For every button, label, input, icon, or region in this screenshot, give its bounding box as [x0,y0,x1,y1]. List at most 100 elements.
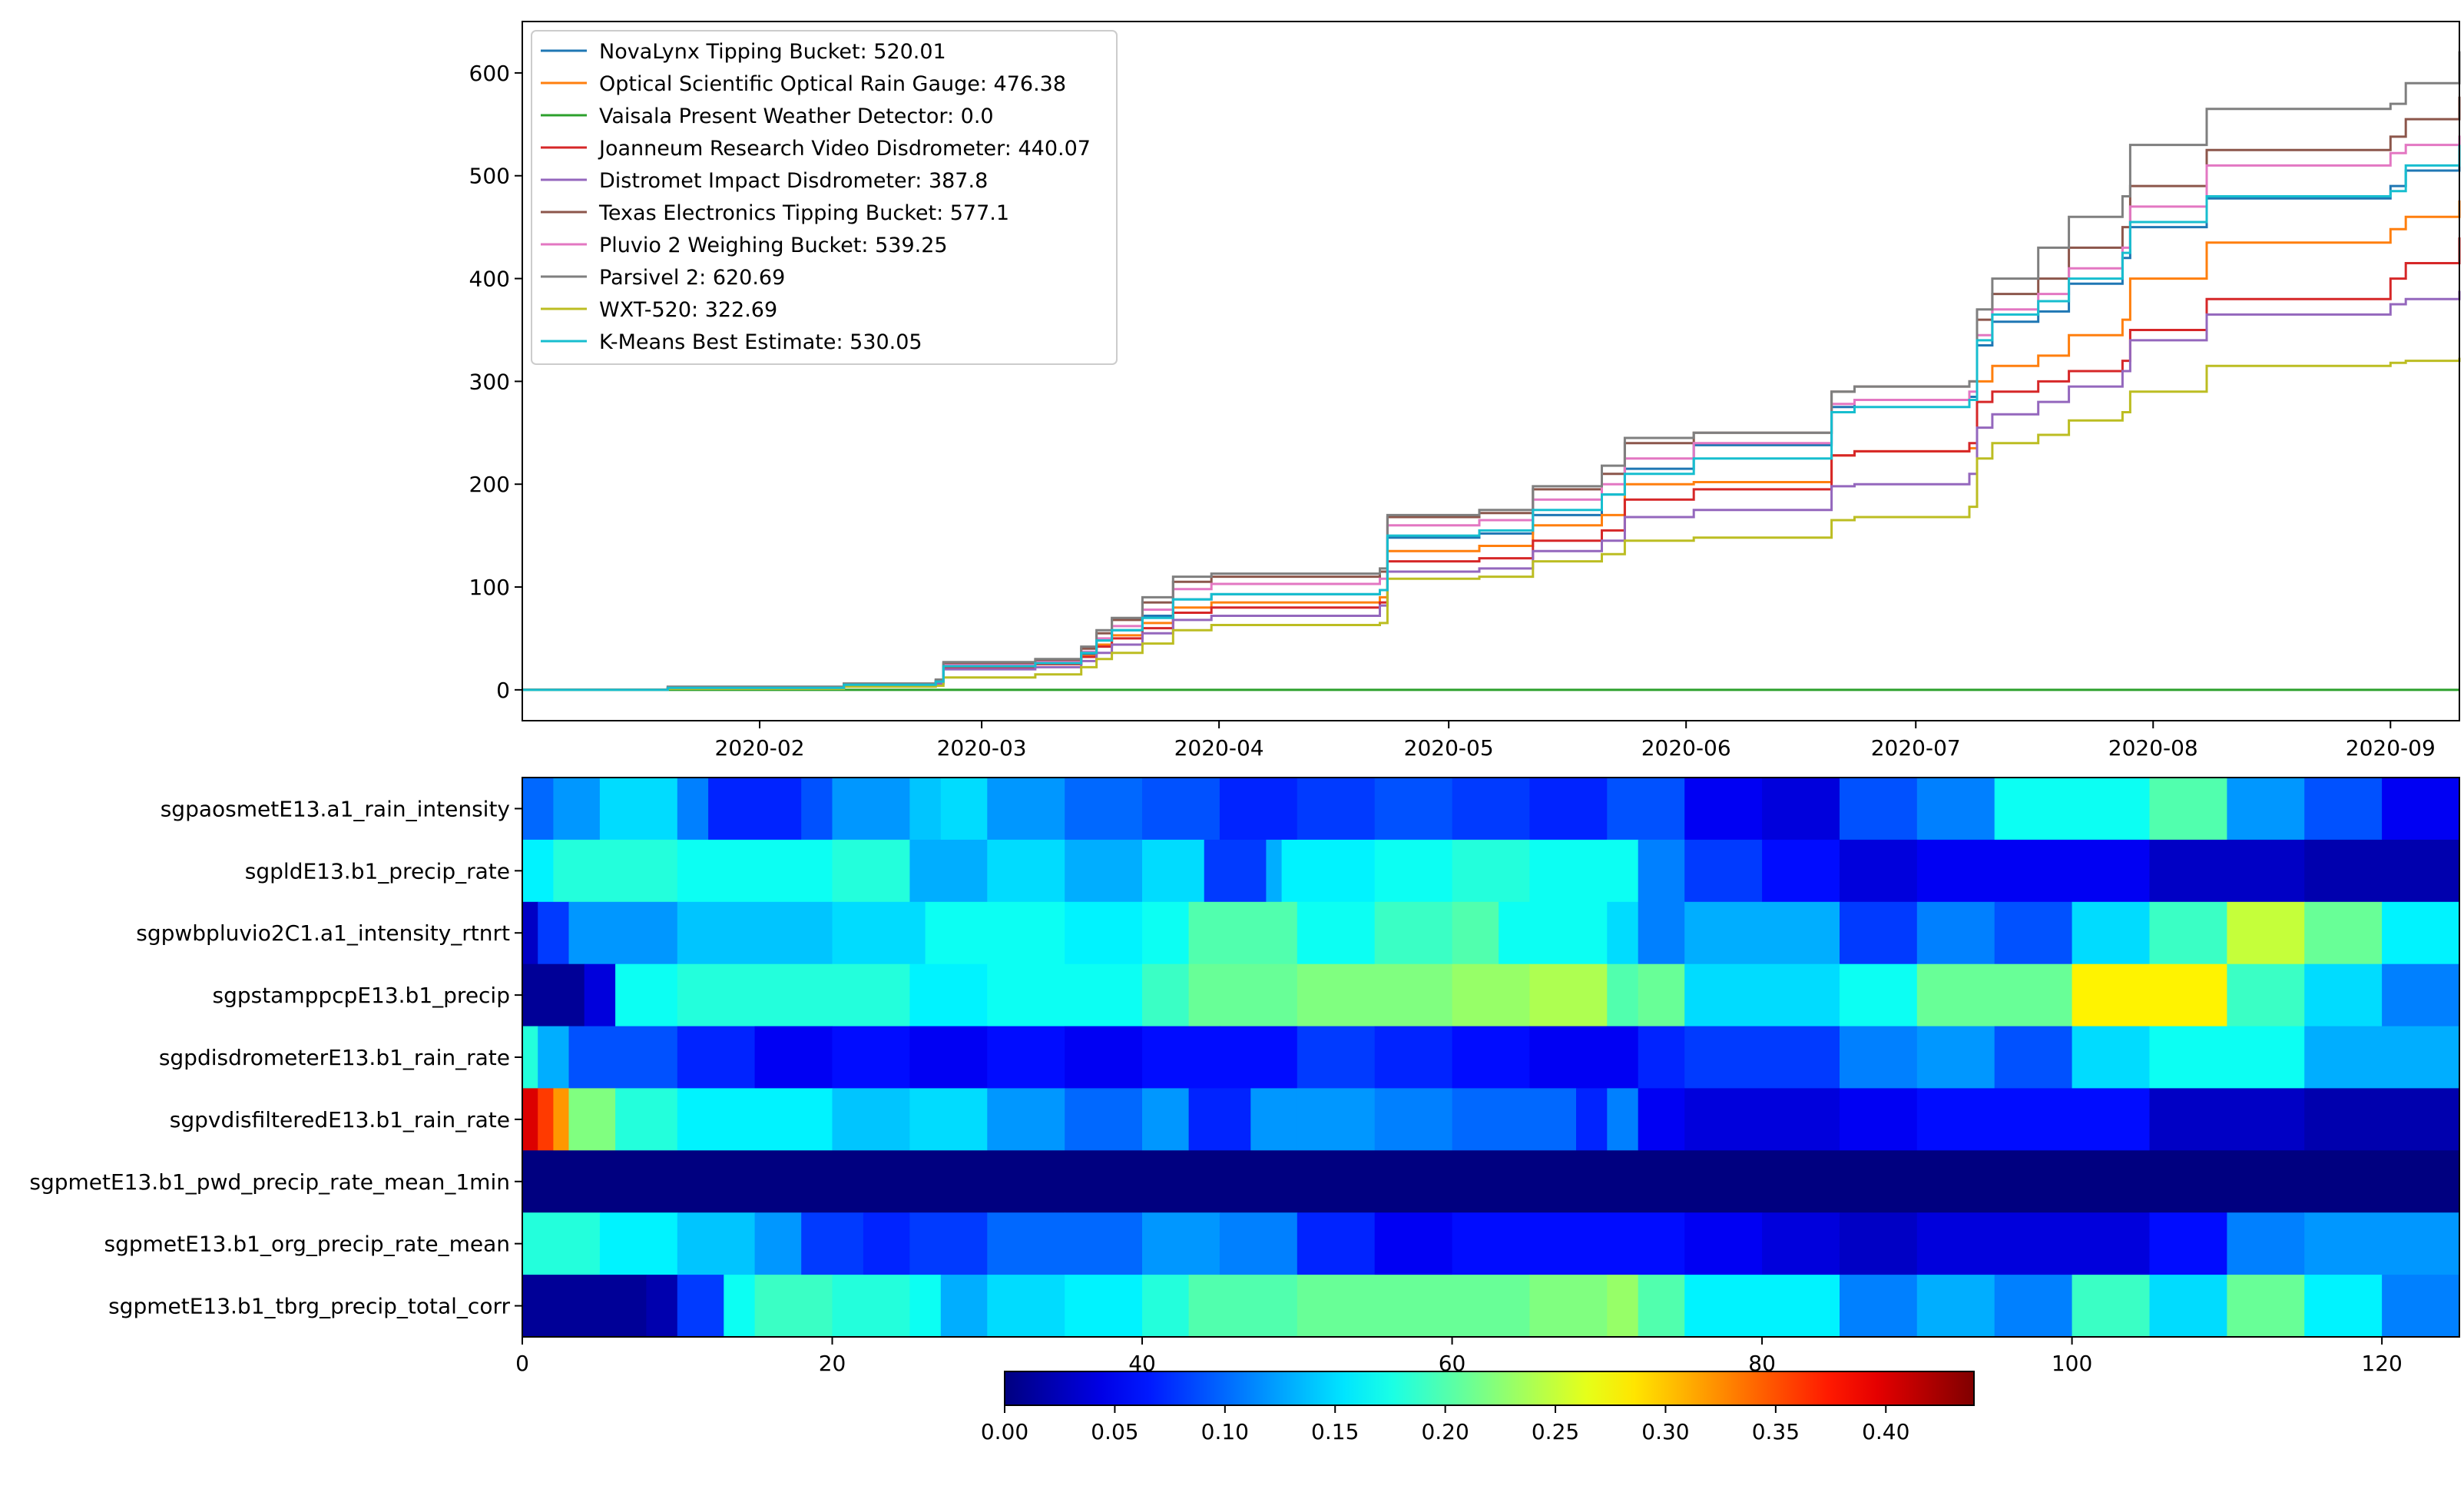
colorbar: 0.00 0.05 0.10 0.15 0.20 0.25 0.30 0.35 0.40 [981,1371,1975,1444]
heatmap-cell [1065,901,1143,965]
heatmap-cell [1452,1275,1531,1338]
heatmap-cell [1452,901,1499,965]
heatmap-x-tick-label: 0 [515,1351,529,1376]
heatmap-cell [1684,1026,1840,1089]
heatmap-cell [677,963,833,1027]
heatmap-cell [677,1026,756,1089]
heatmap-cell [1142,1026,1220,1089]
heatmap-cell [1762,1212,1840,1275]
heatmap-cell [1607,963,1639,1027]
heatmap-cell [1374,1026,1453,1089]
heatmap-cell [1188,1088,1251,1151]
line-y-axis: 0 100 200 300 400 500 600 [469,61,522,703]
series-line-8 [522,357,2461,691]
heatmap-cell [1684,839,1763,903]
heatmap-cell [1638,1088,1685,1151]
row-label: sgpdisdrometerE13.b1_rain_rate [159,1045,510,1070]
heatmap-cell [1840,778,1918,841]
heatmap-cell [522,963,585,1027]
heatmap-cell [2382,1275,2460,1338]
heatmap-x-tick-label: 20 [819,1351,846,1376]
heatmap-cell [1142,1088,1190,1151]
row-label: sgpldE13.b1_precip_rate [245,858,510,884]
heatmap-cell [2382,963,2460,1027]
heatmap-cell [940,778,988,841]
y-tick-label: 500 [469,164,510,189]
heatmap-cell [1638,901,1685,965]
heatmap-cell [1529,778,1608,841]
series-line-9 [522,144,2461,691]
heatmap-cell [538,1026,570,1089]
heatmap-cell [1840,901,1918,965]
heatmap-cell [1684,963,1840,1027]
heatmap-cell [1219,1026,1298,1089]
row-label: sgpmetE13.b1_org_precip_rate_mean [104,1232,510,1257]
heatmap-cell [909,1275,942,1338]
heatmap-cell [553,839,678,903]
legend-label: Optical Scientific Optical Rain Gauge: 4… [599,72,1066,96]
heatmap-cell [708,778,802,841]
heatmap-cell [1916,963,2073,1027]
heatmap-cell [677,1212,756,1275]
heatmap-cell [1065,778,1143,841]
heatmap-cell [2227,778,2305,841]
heatmap-cell [1529,839,1608,903]
heatmap-cell [1840,1026,1918,1089]
heatmap-cell [2149,1212,2227,1275]
heatmap-cell [2149,778,2227,841]
heatmap-cell [2304,778,2383,841]
row-label: sgpstamppcpE13.b1_precip [212,983,510,1008]
heatmap-cell [2072,901,2151,965]
x-tick-label: 2020-03 [937,735,1027,761]
heatmap-cell [2304,839,2460,903]
heatmap-cell [832,1275,910,1338]
heatmap-cell [1607,839,1639,903]
heatmap-cell [1840,1275,1918,1338]
heatmap-cell [1297,1275,1453,1338]
line-series-group [522,51,2461,691]
legend-box [531,30,1118,365]
heatmap-cell [1374,778,1453,841]
heatmap-cell [2149,1088,2305,1151]
heatmap-cell [1607,901,1639,965]
heatmap-cell [1576,1088,1608,1151]
heatmap-cell [599,778,678,841]
heatmap-cell [909,1088,988,1151]
heatmap-cell [522,1150,2460,1213]
heatmap-cell [677,839,833,903]
heatmap-cell [1840,1212,1918,1275]
heatmap-cell [1994,1275,2073,1338]
heatmap-cell [2304,1026,2460,1089]
heatmap-cell [677,778,709,841]
heatmap-cell [1374,839,1453,903]
heatmap-cell [987,778,1065,841]
heatmap-x-tick-label: 120 [2361,1351,2402,1376]
heatmap-cell [801,778,833,841]
heatmap-cell [1065,1088,1143,1151]
heatmap-cell [909,839,988,903]
colorbar-tick-label: 0.00 [981,1419,1028,1444]
heatmap-cell [987,1275,1065,1338]
heatmap-cell [909,1212,988,1275]
heatmap-cell [2304,901,2383,965]
heatmap-cell [1638,1275,1685,1338]
heatmap-cell [754,1212,802,1275]
heatmap-cell [1065,1212,1143,1275]
heatmap-cell [754,1026,833,1089]
heatmap-cell [1452,839,1531,903]
heatmap-cell [925,901,1065,965]
heatmap-cell [2227,963,2305,1027]
heatmap-cell [522,778,554,841]
heatmap-cell [909,963,988,1027]
legend-label: Parsivel 2: 620.69 [599,266,785,290]
legend-label: WXT-520: 322.69 [599,298,777,322]
colorbar-tick-label: 0.20 [1421,1419,1469,1444]
x-tick-label: 2020-09 [2346,735,2436,761]
heatmap-cell [1994,778,2151,841]
y-tick-label: 0 [496,678,510,703]
heatmap-cell [2227,1275,2305,1338]
heatmap-cell [801,1212,864,1275]
heatmap-cell [522,901,538,965]
heatmap-cell [863,1212,910,1275]
heatmap-cell [1142,963,1190,1027]
